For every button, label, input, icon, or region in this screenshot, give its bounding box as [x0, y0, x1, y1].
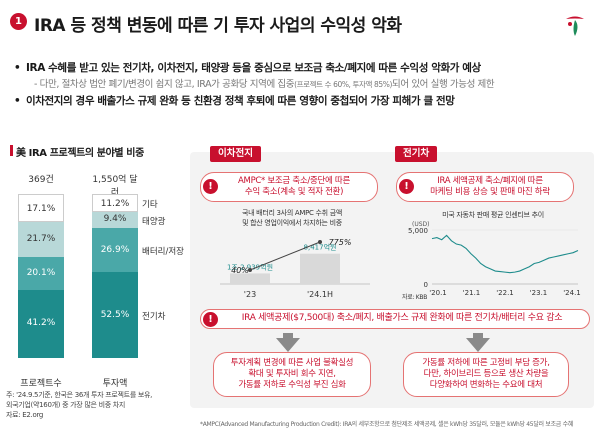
- sub-bullet-small: (프로젝트 수 60%, 투자액 85%): [294, 80, 393, 89]
- bar-total-label: 369건: [28, 175, 54, 185]
- ev-warning-line-2: 마케팅 비용 상승 및 판매 마진 하락: [430, 187, 550, 197]
- battery-warning-line-2: 수익 축소(계속 및 적자 전환): [244, 187, 344, 197]
- x-tick-label: '23.1: [530, 289, 548, 297]
- ev-source: 자료: KBB: [402, 294, 428, 301]
- sub-bullet-main: - 다만, 절차상 법안 폐기/변경이 쉽지 않고, IRA가 공화당 지역에 …: [34, 79, 295, 90]
- battery-value-label: 8,417억원: [304, 243, 337, 252]
- section-title-marker: [10, 145, 13, 156]
- ev-warning-box: IRA 세액공제 축소/폐지에 따른 마케팅 비용 상승 및 판매 마진 하락: [396, 172, 574, 202]
- warning-icon-middle: !: [203, 312, 218, 327]
- sub-bullet-tail: 되어 있어 실행 가능성 제한: [392, 79, 495, 90]
- legend-label: 기타: [142, 200, 158, 211]
- battery-bar: [300, 253, 340, 284]
- warning-icon-battery: !: [203, 179, 218, 194]
- share-line: [249, 241, 321, 271]
- left-chart-footnote: 주: '24.9.5기준, 한국은 36개 투자 프로젝트를 보유, 외국기업(…: [6, 390, 152, 420]
- battery-category-label: '23: [244, 290, 256, 299]
- arrow-down-left-icon: [276, 338, 300, 352]
- ev-result-line-2: 다만, 하이브리드 등으로 생산 차량을: [423, 369, 549, 379]
- tag-battery: 이차전지: [210, 146, 261, 162]
- ev-line-chart: (USD)5,000 0'20.1 '21.1 '22.1 '23.1 '24.1: [408, 221, 581, 297]
- share-point: [248, 268, 252, 272]
- footnote-line-1: 주: '24.9.5기준, 한국은 36개 투자 프로젝트를 보유,: [6, 391, 153, 399]
- legend-label: 태양광: [142, 217, 166, 228]
- battery-warning-line-1: AMPC* 보조금 축소/중단에 따른: [238, 176, 350, 186]
- sub-bullet-limit: - 다만, 절차상 법안 폐기/변경이 쉽지 않고, IRA가 공화당 지역에 …: [14, 77, 589, 93]
- left-chart-section: 美 IRA 프로젝트의 분야별 비중 369건 41.2% 20.1% 21.7% 17…: [6, 144, 188, 431]
- share-label: 775%: [329, 238, 352, 247]
- ampc-footnote: *AMPC(Advanced Manufacturing Production …: [200, 421, 574, 428]
- bullet-ira-benefit: IRA 수혜를 받고 있는 전기차, 이차전지, 태양광 등을 중심으로 보조금…: [14, 60, 589, 77]
- bar-segment: 41.2%: [18, 290, 64, 358]
- title-bar: 1 IRA 등 정책 변동에 따른 기 투자 사업의 수익성 악화: [6, 8, 594, 38]
- x-tick-label: '22.1: [496, 289, 514, 297]
- ev-result-box: 가동률 저하에 따른 고정비 부담 증가, 다만, 하이브리드 등으로 생산 차…: [403, 352, 569, 397]
- page-title: IRA 등 정책 변동에 따른 기 투자 사업의 수익성 악화: [34, 16, 402, 36]
- warning-icon-ev: !: [399, 179, 414, 194]
- legend-label: 배터리/저장: [142, 246, 184, 257]
- battery-result-line-1: 투자계획 변경에 따른 사업 불확실성: [230, 358, 354, 368]
- ev-result-line-3: 다양화하여 변화하는 수요에 대처: [429, 380, 543, 390]
- incentive-line: [431, 234, 579, 274]
- battery-result-line-2: 확대 및 투자비 회수 지연,: [248, 369, 336, 379]
- bullet-list: IRA 수혜를 받고 있는 전기차, 이차전지, 태양광 등을 중심으로 보조금…: [14, 60, 589, 110]
- legend-label: 전기차: [142, 311, 166, 322]
- bar-total-label: 1,550억 달러: [92, 175, 138, 198]
- x-tick-label: '21.1: [463, 289, 481, 297]
- battery-warning-box: AMPC* 보조금 축소/중단에 따른 수익 축소(계속 및 적자 전환): [200, 172, 378, 202]
- battery-result-box: 투자계획 변경에 따른 사업 불확실성 확대 및 투자비 회수 지연, 가동률 …: [213, 352, 371, 397]
- middle-summary-box: IRA 세액공제($7,500대) 축소/폐지, 배출가스 규제 완화에 따른 …: [200, 309, 590, 329]
- bar-segment: 20.1%: [18, 257, 64, 291]
- arrow-down-right-icon: [466, 338, 490, 352]
- ev-warning-line-1: IRA 세액공제 축소/폐지에 따른: [437, 176, 543, 186]
- logo-icon: [561, 11, 589, 39]
- battery-mini-title-1: 국내 배터리 3사의 AMPC 수취 금액: [241, 209, 343, 217]
- footnote-line-3: 자료: E2.org: [6, 411, 44, 419]
- bar-segment: 52.5%: [92, 271, 138, 358]
- ev-mini-title: 미국 자동차 판매 평균 인센티브 추이: [442, 211, 544, 219]
- bar-category-label: 투자액: [102, 379, 128, 389]
- footnote-line-2: 외국기업(약160개) 중 가장 많은 비중 차지: [6, 401, 126, 409]
- battery-result-line-3: 가동률 저하로 수익성 부진 심화: [238, 380, 346, 390]
- bullet-battery-impact: 이차전지의 경우 배출가스 규제 완화 등 친환경 정책 후퇴에 따른 영향이 …: [14, 93, 589, 110]
- tag-ev: 전기차: [395, 146, 438, 162]
- battery-value-label: 1조 2,939억원: [227, 262, 273, 271]
- y-tick-label: 5,000: [408, 227, 428, 235]
- bar-segment: 26.9%: [92, 227, 138, 272]
- bar-segment: 9.4%: [92, 212, 138, 228]
- ev-result-line-1: 가동률 저하에 따른 고정비 부담 증가,: [422, 358, 550, 368]
- x-tick-label: '24.1: [563, 289, 581, 297]
- share-label: 40%: [231, 266, 249, 275]
- bar-segment: 17.1%: [18, 193, 64, 222]
- arrow-stem-left: [283, 333, 293, 339]
- battery-bar-chart: 1조 2,939억원 '23 8,417억원 '24.1H 40% 775%: [220, 238, 370, 299]
- bar-segment: 11.2%: [92, 194, 138, 213]
- battery-mini-title: 국내 배터리 3사의 AMPC 수취 금액 및 합산 영업이익에서 차지하는 비…: [212, 208, 372, 228]
- left-chart-title: 美 IRA 프로젝트의 분야별 비중: [16, 148, 144, 159]
- share-point: [318, 240, 322, 244]
- ev-unit-label: (USD): [412, 221, 430, 228]
- battery-mini-title-2: 및 합산 영업이익에서 차지하는 비중: [242, 219, 342, 227]
- battery-category-label: '24.1H: [307, 290, 333, 299]
- y-tick-label: 0: [424, 281, 428, 289]
- arrow-stem-right: [473, 333, 483, 339]
- section-number-badge: 1: [10, 13, 27, 30]
- x-tick-label: '20.1: [429, 289, 447, 297]
- bar-segment: 21.7%: [18, 221, 64, 258]
- bar-category-label: 프로젝트수: [20, 379, 62, 389]
- battery-bar: [230, 273, 270, 284]
